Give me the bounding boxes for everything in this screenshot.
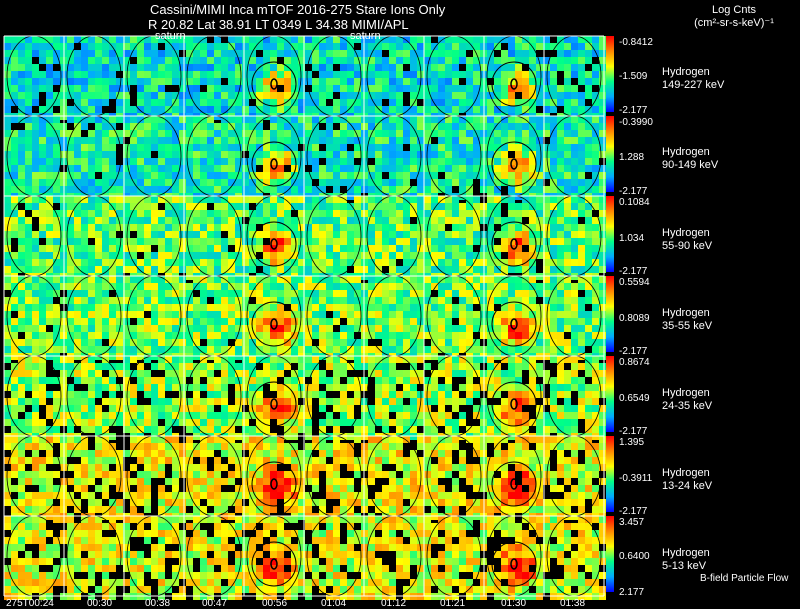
colorbar-max: 0.5594 bbox=[619, 277, 650, 288]
colorbar-min: -2.177 bbox=[619, 105, 648, 116]
flow-label: B-field Particle Flow bbox=[700, 573, 789, 584]
colorbar-max: 1.395 bbox=[619, 437, 645, 448]
energy-label: 149-227 keV bbox=[662, 79, 725, 91]
row-label-5: Hydrogen 24-35 keV bbox=[662, 387, 712, 413]
colorbar-title-line2: (cm²-sr-s-keV)⁻¹ bbox=[694, 17, 774, 29]
energy-label: 24-35 keV bbox=[662, 400, 713, 412]
saturn-label-2: saturn bbox=[350, 30, 381, 42]
time-label: 01:21 bbox=[440, 598, 466, 609]
colorbar-min: -2.177 bbox=[619, 346, 648, 357]
colorbar-min: 2.177 bbox=[619, 587, 645, 598]
colorbar-max: 3.457 bbox=[619, 517, 645, 528]
colorbar-mid: -0.3911 bbox=[619, 473, 653, 484]
colorbar-title-line1: Log Cnts bbox=[711, 4, 757, 16]
energy-label: 5-13 keV bbox=[662, 560, 707, 572]
colorbar-max: -0.8412 bbox=[619, 37, 653, 48]
colorbar-mid: -1.509 bbox=[619, 71, 648, 82]
row-label-1: Hydrogen 149-227 keV bbox=[662, 66, 724, 92]
time-label: 00:38 bbox=[145, 598, 171, 609]
time-label: 01:04 bbox=[321, 598, 347, 609]
row-label-2: Hydrogen 90-149 keV bbox=[662, 146, 718, 172]
row-label-7: Hydrogen 5-13 keV bbox=[662, 547, 710, 573]
energy-label: 90-149 keV bbox=[662, 159, 719, 171]
colorbar-mid: 1.034 bbox=[619, 233, 645, 244]
species-label: Hydrogen bbox=[662, 547, 710, 559]
species-label: Hydrogen bbox=[662, 146, 710, 158]
species-label: Hydrogen bbox=[662, 467, 710, 479]
colorbar-mid: 1.288 bbox=[619, 152, 645, 163]
time-label: 00:47 bbox=[202, 598, 228, 609]
species-label: Hydrogen bbox=[662, 387, 710, 399]
colorbar-max: 0.8674 bbox=[619, 357, 650, 368]
time-label: 01:12 bbox=[381, 598, 407, 609]
time-label: 01:38 bbox=[560, 598, 586, 609]
saturn-label-1: saturn bbox=[155, 30, 186, 42]
colorbar-min: -2.177 bbox=[619, 426, 648, 437]
colorbar-title: Log Cnts (cm²-sr-s-keV)⁻¹ bbox=[674, 4, 794, 30]
time-label: 00:56 bbox=[262, 598, 288, 609]
row-label-6: Hydrogen 13-24 keV bbox=[662, 467, 712, 493]
time-label: 275T00:24 bbox=[6, 598, 54, 609]
time-label: 00:30 bbox=[87, 598, 113, 609]
colorbar-min: -2.177 bbox=[619, 266, 648, 277]
colorbar-mid: 0.8089 bbox=[619, 313, 650, 324]
species-label: Hydrogen bbox=[662, 66, 710, 78]
colorbar-mid: 0.6400 bbox=[619, 551, 650, 562]
species-label: Hydrogen bbox=[662, 227, 710, 239]
colorbar-mid: 0.6549 bbox=[619, 393, 650, 404]
energy-label: 13-24 keV bbox=[662, 480, 713, 492]
row-label-3: Hydrogen 55-90 keV bbox=[662, 227, 712, 253]
colorbar-min: -2.177 bbox=[619, 506, 648, 517]
species-label: Hydrogen bbox=[662, 307, 710, 319]
plot-title: Cassini/MIMI Inca mTOF 2016-275 Stare Io… bbox=[150, 2, 446, 17]
plot-subtitle: R 20.82 Lat 38.91 LT 0349 L 34.38 MIMI/A… bbox=[148, 17, 409, 32]
energy-label: 55-90 keV bbox=[662, 240, 713, 252]
time-label: 01:30 bbox=[501, 598, 527, 609]
colorbar-min: -2.177 bbox=[619, 186, 648, 197]
row-label-4: Hydrogen 35-55 keV bbox=[662, 307, 712, 333]
colorbar-max: -0.3990 bbox=[619, 117, 653, 128]
colorbar-max: 0.1084 bbox=[619, 197, 650, 208]
energy-label: 35-55 keV bbox=[662, 320, 713, 332]
